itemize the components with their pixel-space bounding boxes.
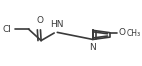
Text: N: N [89,43,96,52]
Text: CH₃: CH₃ [126,29,140,38]
Text: HN: HN [50,20,63,29]
Text: O: O [37,16,44,25]
Text: Cl: Cl [2,25,11,34]
Text: O: O [119,28,126,37]
